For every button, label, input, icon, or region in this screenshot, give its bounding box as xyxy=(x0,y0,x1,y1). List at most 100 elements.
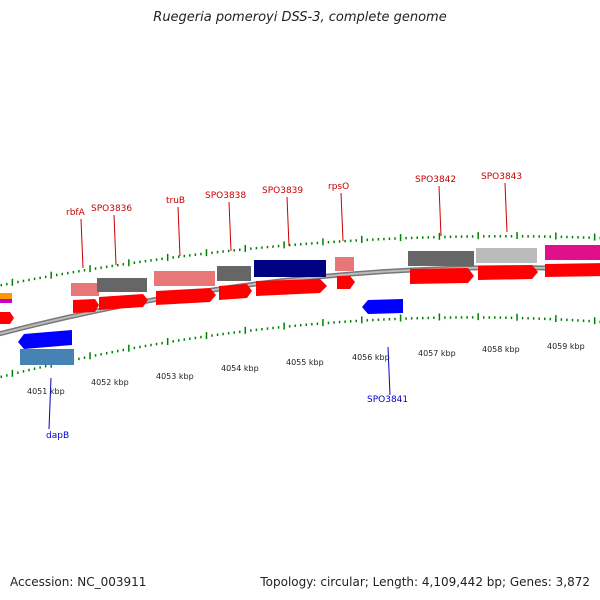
reverse-tick-track xyxy=(0,313,600,379)
gene-label-dapB[interactable]: dapB xyxy=(46,431,69,441)
gene-label-SPO3843[interactable]: SPO3843 xyxy=(481,172,522,182)
tick-mark xyxy=(239,248,241,252)
gene-label-rbfA[interactable]: rbfA xyxy=(66,208,86,218)
tick-mark xyxy=(549,317,552,321)
tick-mark xyxy=(538,235,540,238)
ruler-label: 4054 kbp xyxy=(221,364,259,373)
tick-mark xyxy=(427,236,430,239)
gene-labels: rbfA SPO3836 truB SPO3838 SPO3839 rpsO SPO3842… xyxy=(46,172,522,441)
tick-mark xyxy=(582,236,585,239)
tick-mark xyxy=(305,242,308,246)
tick-mark xyxy=(483,316,485,319)
tick-mark xyxy=(510,235,513,238)
tick-mark xyxy=(516,232,518,240)
gene-label-SPO3838[interactable]: SPO3838 xyxy=(205,191,246,201)
gene-label-truB[interactable]: truB xyxy=(166,196,185,206)
tick-mark xyxy=(72,270,75,274)
gene-block[interactable] xyxy=(97,278,148,310)
ruler-label: 4059 kbp xyxy=(547,342,585,351)
map-title: Ruegeria pomeroyi DSS-3, complete genome xyxy=(153,10,447,25)
tick-mark xyxy=(255,246,258,250)
gene-block[interactable] xyxy=(71,283,99,313)
tick-mark xyxy=(377,318,380,321)
tick-mark xyxy=(0,283,3,287)
tick-mark xyxy=(261,327,263,331)
gene-block-SPO3841[interactable] xyxy=(362,299,403,314)
tick-mark xyxy=(288,243,291,247)
ruler-label: 4055 kbp xyxy=(286,358,324,367)
tick-mark xyxy=(150,259,152,262)
tick-mark xyxy=(117,349,119,353)
tick-mark xyxy=(477,313,479,321)
tick-mark xyxy=(344,239,346,243)
gene-block[interactable] xyxy=(0,293,14,324)
tick-mark xyxy=(494,316,496,319)
tick-mark xyxy=(510,316,513,320)
tick-mark xyxy=(410,236,413,240)
tick-mark xyxy=(538,317,540,320)
gene-block[interactable] xyxy=(254,260,327,296)
tick-mark xyxy=(50,271,52,279)
tick-mark xyxy=(549,235,552,238)
ruler-label: 4053 kbp xyxy=(156,372,194,381)
leader-line xyxy=(113,214,117,266)
gene-label-SPO3839[interactable]: SPO3839 xyxy=(262,186,303,196)
gene-block-dapB[interactable] xyxy=(18,330,74,365)
tick-mark xyxy=(532,317,535,320)
tick-mark xyxy=(460,235,463,238)
tick-mark xyxy=(577,319,579,322)
tick-mark xyxy=(61,272,64,276)
tick-mark xyxy=(205,249,208,257)
gene-block[interactable] xyxy=(476,248,538,280)
tick-mark xyxy=(111,264,113,268)
tick-mark xyxy=(488,235,491,238)
tick-mark xyxy=(211,334,213,337)
tick-mark xyxy=(39,366,41,369)
gene-label-SPO3836[interactable]: SPO3836 xyxy=(91,204,132,214)
tick-mark xyxy=(544,317,546,321)
gene-label-SPO3841[interactable]: SPO3841 xyxy=(367,395,408,405)
tick-mark xyxy=(78,269,80,273)
tick-mark xyxy=(200,335,202,339)
tick-mark xyxy=(294,243,296,246)
tick-mark xyxy=(394,237,396,240)
leader-line xyxy=(504,182,508,233)
gene-label-rpsO[interactable]: rpsO xyxy=(328,182,349,192)
tick-mark xyxy=(100,266,102,269)
tick-mark xyxy=(128,259,130,267)
tick-mark xyxy=(155,342,158,346)
tick-mark xyxy=(466,235,468,238)
leader-line xyxy=(80,218,84,269)
tick-mark xyxy=(155,258,158,261)
tick-mark xyxy=(566,235,568,239)
tick-mark xyxy=(255,328,258,332)
tick-mark xyxy=(44,275,47,279)
gene-block[interactable] xyxy=(408,251,474,284)
tick-mark xyxy=(183,254,186,258)
tick-mark xyxy=(277,244,280,248)
gene-block[interactable] xyxy=(545,245,600,277)
tick-mark xyxy=(516,313,518,321)
tick-mark xyxy=(144,344,147,348)
tick-mark xyxy=(17,371,19,374)
tick-mark xyxy=(44,364,47,368)
tick-mark xyxy=(327,321,330,325)
tick-mark xyxy=(172,340,174,343)
tick-mark xyxy=(294,324,296,328)
gene-block[interactable] xyxy=(217,266,252,300)
tick-mark xyxy=(449,235,452,239)
gene-label-SPO3842[interactable]: SPO3842 xyxy=(415,175,456,185)
tick-mark xyxy=(588,236,590,239)
accession-text: Accession: NC_003911 xyxy=(10,575,147,589)
tick-mark xyxy=(183,338,186,341)
tick-mark xyxy=(105,265,108,269)
tick-mark xyxy=(333,240,335,244)
gene-block[interactable] xyxy=(154,271,216,305)
leader-line xyxy=(228,201,232,252)
tick-mark xyxy=(300,324,302,327)
tick-mark xyxy=(28,368,30,372)
tick-mark xyxy=(244,244,247,252)
tick-mark xyxy=(405,317,407,320)
gene-block[interactable] xyxy=(335,257,355,289)
tick-mark xyxy=(189,254,191,257)
